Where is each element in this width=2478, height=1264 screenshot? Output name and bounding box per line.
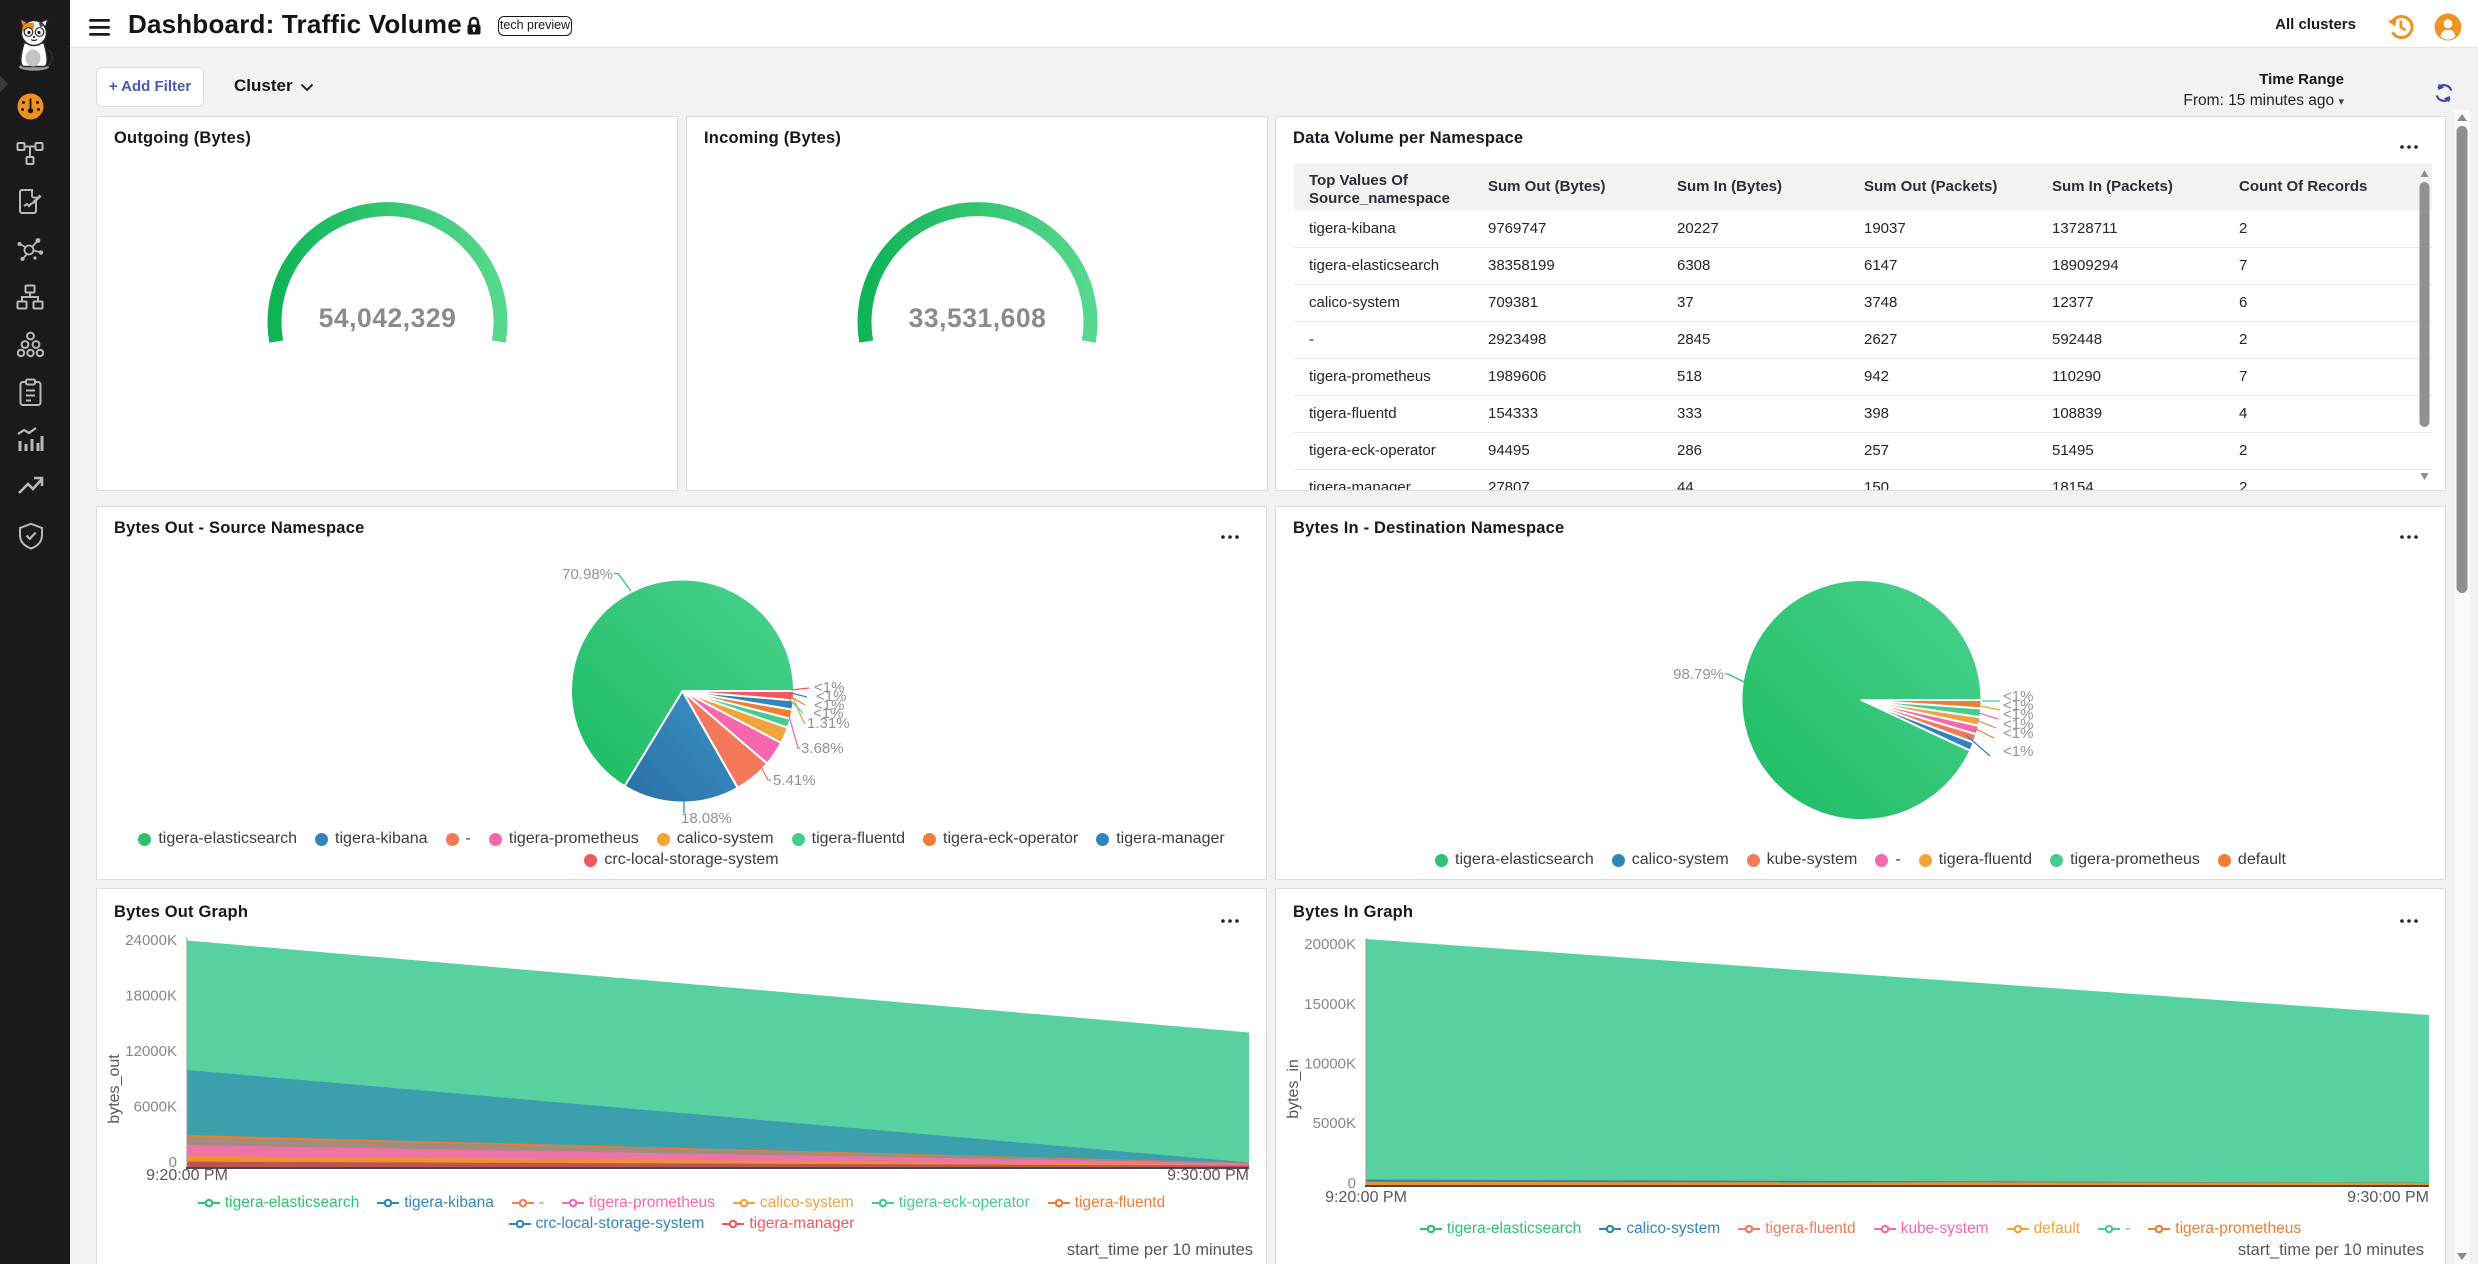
svg-text:18.08%: 18.08% xyxy=(681,810,732,827)
svg-text:10000K: 10000K xyxy=(1304,1056,1356,1073)
svg-text:5.41%: 5.41% xyxy=(773,772,816,789)
svg-text:20000K: 20000K xyxy=(1304,936,1356,953)
svg-text:<1%: <1% xyxy=(814,679,844,696)
svg-text:<1%: <1% xyxy=(2003,706,2033,723)
svg-text:0: 0 xyxy=(1348,1175,1356,1192)
svg-text:6000K: 6000K xyxy=(134,1099,177,1116)
svg-text:70.98%: 70.98% xyxy=(562,566,613,583)
svg-text:9:20:00 PM: 9:20:00 PM xyxy=(1325,1189,1407,1206)
svg-text:bytes_out: bytes_out xyxy=(106,1054,123,1124)
svg-text:5000K: 5000K xyxy=(1313,1115,1356,1132)
svg-text:<1%: <1% xyxy=(2003,716,2033,733)
svg-text:<1%: <1% xyxy=(2003,725,2033,742)
svg-text:1.31%: 1.31% xyxy=(807,715,850,732)
svg-text:<1%: <1% xyxy=(2003,697,2033,714)
svg-text:9:30:00 PM: 9:30:00 PM xyxy=(2347,1189,2429,1206)
svg-text:9:20:00 PM: 9:20:00 PM xyxy=(146,1167,228,1184)
svg-text:<1%: <1% xyxy=(814,697,844,714)
svg-text:<1%: <1% xyxy=(2003,688,2033,705)
svg-text:<1%: <1% xyxy=(816,688,846,705)
svg-text:<1%: <1% xyxy=(2003,743,2033,760)
svg-text:3.68%: 3.68% xyxy=(801,740,844,757)
svg-text:bytes_in: bytes_in xyxy=(1285,1059,1302,1119)
svg-text:<1%: <1% xyxy=(813,705,843,722)
svg-text:15000K: 15000K xyxy=(1304,996,1356,1013)
svg-text:9:30:00 PM: 9:30:00 PM xyxy=(1167,1167,1249,1184)
svg-text:54,042,329: 54,042,329 xyxy=(319,303,457,333)
svg-text:98.79%: 98.79% xyxy=(1673,666,1724,683)
svg-text:0: 0 xyxy=(169,1154,177,1171)
svg-text:18000K: 18000K xyxy=(125,988,177,1005)
svg-text:24000K: 24000K xyxy=(125,932,177,949)
svg-text:12000K: 12000K xyxy=(125,1043,177,1060)
svg-text:33,531,608: 33,531,608 xyxy=(909,303,1047,333)
